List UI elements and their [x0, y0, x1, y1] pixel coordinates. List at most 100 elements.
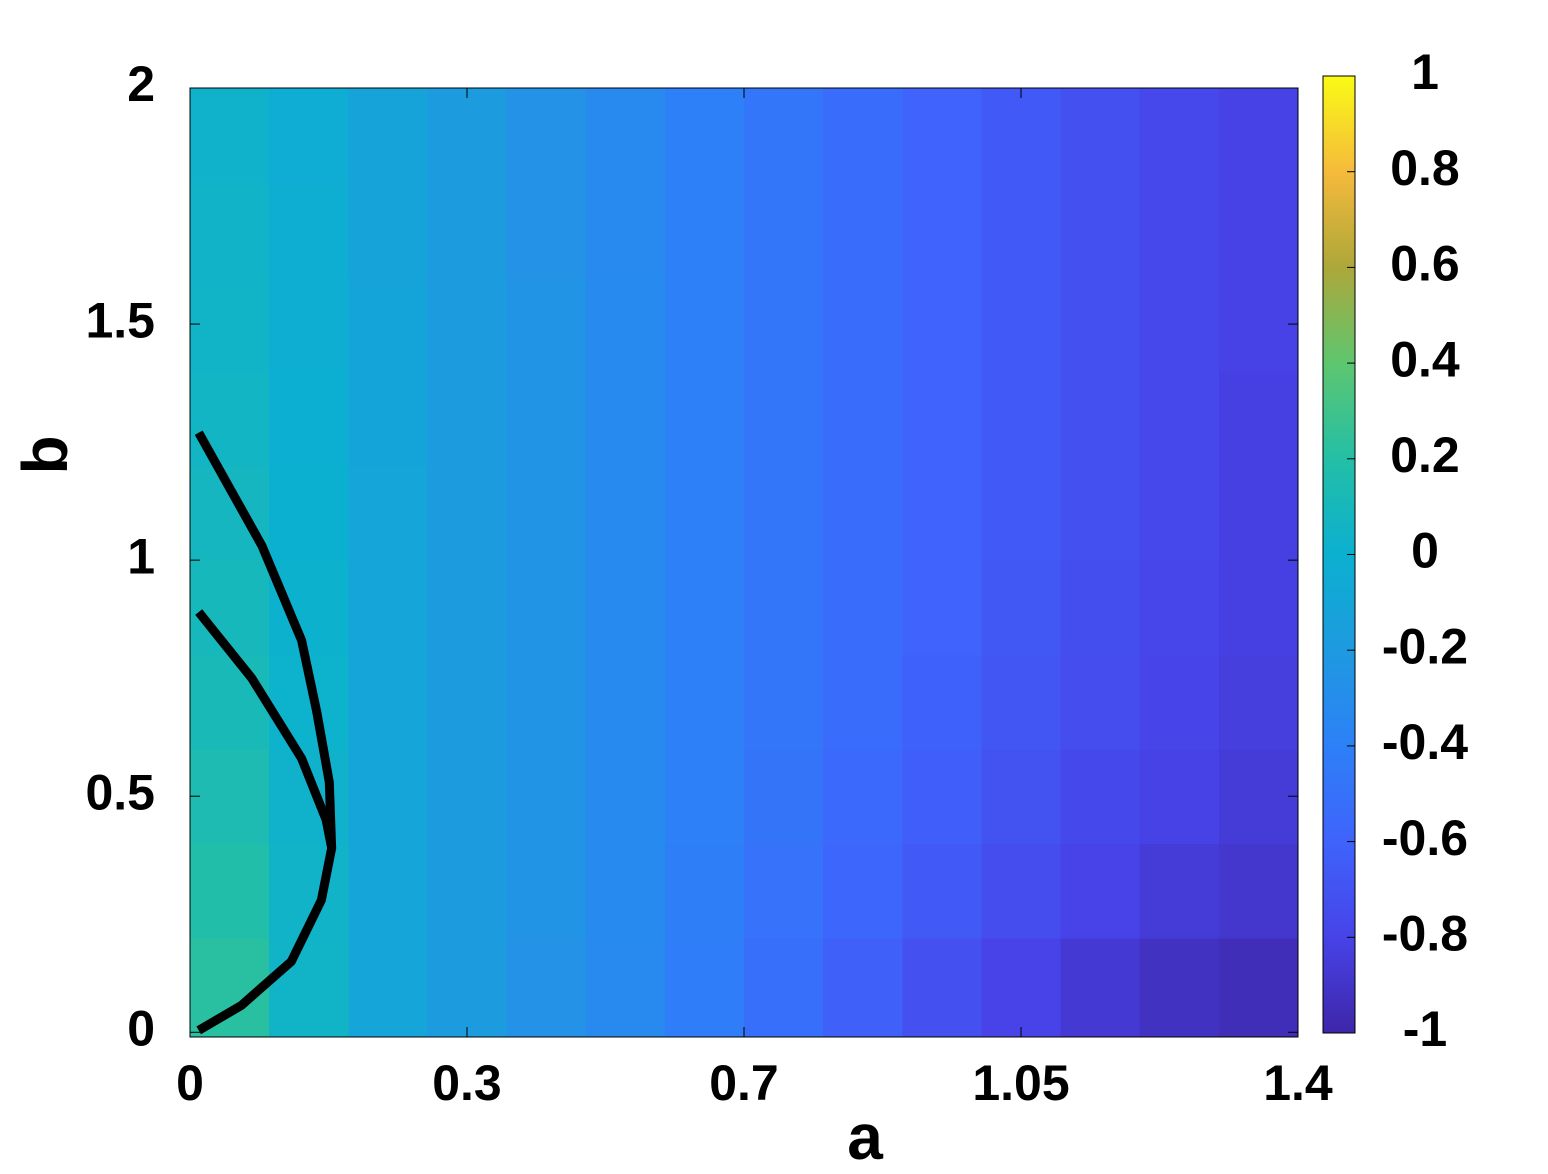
- heatmap-cell: [585, 182, 666, 278]
- heatmap-cell: [1060, 654, 1141, 750]
- heatmap-cell: [902, 654, 982, 750]
- heatmap-cell: [1060, 937, 1141, 1037]
- heatmap-cell: [1218, 371, 1298, 467]
- heatmap-cell: [902, 88, 982, 183]
- heatmap-cell: [664, 654, 745, 750]
- heatmap-cell: [269, 88, 349, 183]
- heatmap-cell: [1218, 276, 1298, 372]
- colorbar-tick-label: -0.8: [1382, 906, 1468, 962]
- colorbar-tick-label: -0.4: [1382, 714, 1468, 770]
- heatmap-cell: [427, 88, 508, 183]
- heatmap-cell: [1139, 748, 1220, 844]
- heatmap-cell: [348, 88, 428, 183]
- colorbar-tick-label: 1: [1411, 44, 1439, 100]
- heatmap-cell: [1060, 88, 1141, 183]
- contour-line: [194, 430, 337, 1035]
- contours: [194, 430, 337, 1035]
- heatmap-cell: [269, 748, 349, 844]
- heatmap-cell: [981, 937, 1062, 1037]
- heatmap-cell: [427, 465, 508, 561]
- heatmap-cell: [269, 276, 349, 372]
- heatmap-cell: [981, 560, 1062, 656]
- heatmap-cell: [981, 182, 1062, 278]
- heatmap-cell: [427, 371, 508, 467]
- heatmap-cell: [664, 88, 745, 183]
- x-tick-label: 0.3: [432, 1055, 502, 1111]
- heatmap-cell: [1139, 371, 1220, 467]
- heatmap-cell: [902, 182, 982, 278]
- heatmap-cell: [427, 748, 508, 844]
- heatmap-cell: [981, 654, 1062, 750]
- heatmap-cell: [981, 465, 1062, 561]
- y-axis-label: b: [9, 435, 81, 474]
- x-tick-label: 1.4: [1263, 1055, 1333, 1111]
- heatmap-cell: [823, 843, 903, 939]
- heatmap-cell: [1139, 276, 1220, 372]
- heatmap-cell: [190, 748, 270, 844]
- heatmap-cell: [506, 465, 587, 561]
- heatmap-cell: [902, 748, 982, 844]
- heatmap-cell: [585, 560, 666, 656]
- heatmap-cell: [823, 88, 903, 183]
- heatmap-cell: [1060, 276, 1141, 372]
- colorbar-tick-label: 0.4: [1390, 331, 1460, 387]
- heatmap-cell: [1060, 371, 1141, 467]
- heatmap-cell: [664, 371, 745, 467]
- heatmap-cell: [823, 560, 903, 656]
- heatmap-cell: [664, 276, 745, 372]
- heatmap-cell: [1060, 748, 1141, 844]
- heatmap-cell: [902, 465, 982, 561]
- heatmap-cell: [823, 937, 903, 1037]
- heatmap-cell: [269, 465, 349, 561]
- heatmap-cell: [1139, 937, 1220, 1037]
- heatmap-cell: [744, 654, 824, 750]
- heatmap-cell: [585, 276, 666, 372]
- heatmap-cell: [269, 937, 349, 1037]
- heatmap-cell: [981, 748, 1062, 844]
- heatmap-cell: [1218, 88, 1298, 183]
- heatmap-cell: [190, 654, 270, 750]
- heatmap-cell: [348, 371, 428, 467]
- heatmap-cell: [585, 748, 666, 844]
- heatmap-cell: [427, 937, 508, 1037]
- heatmap-cell: [744, 88, 824, 183]
- heatmap-cell: [823, 748, 903, 844]
- heatmap-cell: [348, 748, 428, 844]
- heatmap-cell: [585, 654, 666, 750]
- y-tick-label: 1.5: [85, 292, 155, 348]
- heatmap-cell: [506, 88, 587, 183]
- heatmap-cell: [981, 88, 1062, 183]
- contour-line: [195, 609, 337, 850]
- heatmap-cell: [744, 560, 824, 656]
- heatmap-cell: [269, 371, 349, 467]
- heatmap-cell: [823, 371, 903, 467]
- heatmap-cell: [427, 560, 508, 656]
- heatmap-cell: [190, 276, 270, 372]
- heatmap-cell: [585, 843, 666, 939]
- heatmap-cell: [823, 465, 903, 561]
- heatmap-cell: [427, 182, 508, 278]
- heatmap: [190, 88, 1298, 1037]
- heatmap-cell: [981, 276, 1062, 372]
- heatmap-cell: [902, 276, 982, 372]
- heatmap-cell: [190, 182, 270, 278]
- heatmap-cell: [664, 937, 745, 1037]
- heatmap-cell: [1218, 748, 1298, 844]
- heatmap-cell: [506, 654, 587, 750]
- y-tick-label: 2: [127, 56, 155, 112]
- heatmap-cell: [1218, 560, 1298, 656]
- heatmap-cell: [348, 654, 428, 750]
- heatmap-cell: [744, 937, 824, 1037]
- colorbar-tick-label: 0: [1411, 523, 1439, 579]
- heatmap-cell: [1139, 654, 1220, 750]
- heatmap-cell: [1060, 182, 1141, 278]
- heatmap-cell: [506, 276, 587, 372]
- x-tick-label: 1.05: [972, 1055, 1069, 1111]
- colorbar-tick-label: 0.6: [1390, 236, 1460, 292]
- y-tick-label: 1: [127, 528, 155, 584]
- heatmap-cell: [1139, 843, 1220, 939]
- heatmap-cell: [664, 182, 745, 278]
- heatmap-cell: [506, 182, 587, 278]
